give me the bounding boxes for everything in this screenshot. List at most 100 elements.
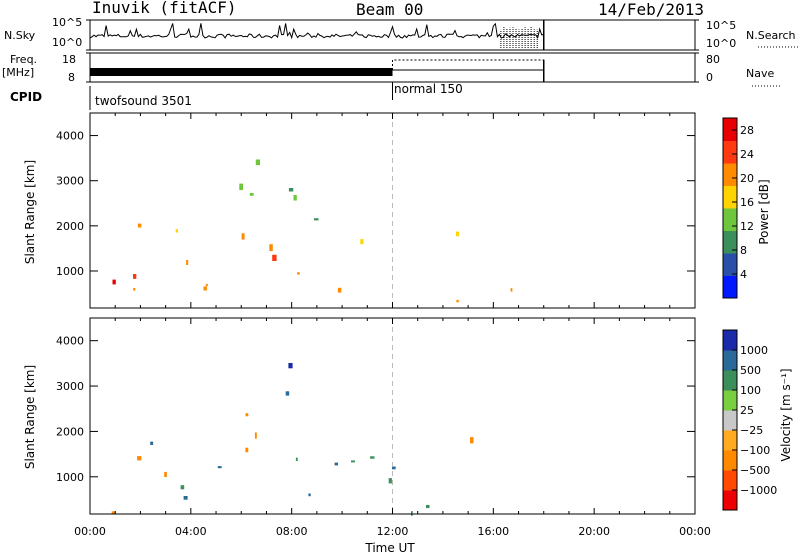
velocity-colorbar-label-1: 500 (740, 364, 761, 377)
velocity-panel-cell-r2 (254, 432, 257, 439)
nsearch-trace (500, 26, 538, 48)
nsky-right-tick-bottom: 10^0 (706, 37, 737, 50)
power-panel-cell-r2 (288, 188, 294, 192)
velocity-panel-cell-r3 (285, 391, 290, 396)
power-colorbar-label-6: 28 (740, 124, 754, 137)
power-colorbar-label-2: 12 (740, 220, 754, 233)
power-colorbar-label-5: 24 (740, 148, 754, 161)
x-tick-label-3: 12:00 (377, 525, 409, 538)
power-panel-cell-r3 (360, 239, 364, 245)
velocity-panel-cell-r2 (245, 447, 249, 453)
velocity-colorbar-label-0: 1000 (740, 344, 768, 357)
nsky-tick-top: 10^5 (52, 16, 83, 29)
velocity-colorbar-swatch-4 (723, 410, 737, 431)
power-panel-cell-r2 (249, 192, 254, 196)
velocity-panel-cell-r0 (164, 471, 167, 477)
velocity-colorbar-label-5: −100 (740, 444, 770, 457)
power-panel-cell-r3 (297, 272, 300, 275)
velocity-colorbar-label-3: 25 (740, 404, 754, 417)
velocity-colorbar-swatch-3 (723, 430, 737, 451)
power-panel-ytick-label-3: 4000 (56, 130, 84, 143)
nave-trace (392, 59, 545, 82)
power-panel-cell-r0 (133, 288, 136, 291)
power-panel-data-layer (112, 159, 513, 303)
power-colorbar-swatch-5 (723, 163, 737, 186)
velocity-panel-cell-r1 (295, 457, 298, 461)
power-colorbar-label-4: 20 (740, 172, 754, 185)
x-tick-label-1: 04:00 (175, 525, 207, 538)
cpid-mode-2: normal 150 (394, 82, 463, 96)
power-panel-cell-r5 (456, 231, 459, 237)
velocity-panel-ytick-label-3: 4000 (56, 335, 84, 348)
velocity-panel-cell-r1 (370, 456, 375, 459)
nave-tick-bottom: 0 (706, 71, 713, 84)
velocity-panel-cell-r4 (426, 504, 430, 509)
velocity-panel-cell-r5 (470, 437, 474, 444)
nsky-right-tick-top: 10^5 (706, 19, 737, 32)
velocity-panel-ytick-label-2: 3000 (56, 380, 84, 393)
power-colorbar-swatch-7 (723, 118, 737, 141)
power-colorbar-label-1: 8 (740, 244, 747, 257)
velocity-panel-cell-r0 (137, 456, 142, 461)
x-axis-title: Time UT (365, 541, 415, 555)
velocity-panel-cell-r1 (183, 496, 188, 500)
velocity-colorbar-swatch-0 (723, 490, 737, 511)
velocity-colorbar-swatch-5 (723, 390, 737, 411)
velocity-colorbar-label-7: −1000 (740, 484, 777, 497)
x-tick-label-2: 08:00 (276, 525, 308, 538)
nsky-label: N.Sky (4, 29, 36, 42)
velocity-colorbar-label-6: −500 (740, 464, 770, 477)
power-panel-cell-r2 (293, 195, 297, 201)
cpid-label: CPID (10, 90, 43, 104)
velocity-panel-ytick-label-0: 1000 (56, 471, 84, 484)
velocity-colorbar-swatch-6 (723, 370, 737, 391)
power-panel-cell-r0 (112, 279, 116, 285)
nsearch-label: N.Search (746, 29, 796, 42)
cpid-mode-1: twofsound 3501 (95, 94, 192, 108)
velocity-colorbar-swatch-1 (723, 470, 737, 491)
nsky-trace (89, 22, 544, 40)
velocity-panel-cell-r3 (288, 363, 293, 369)
power-panel-ytick-label-0: 1000 (56, 265, 84, 278)
power-panel-cell-r1 (205, 283, 208, 287)
velocity-colorbar-frame (722, 329, 738, 511)
velocity-colorbar-swatch-7 (723, 350, 737, 371)
power-panel-cell-r0 (133, 274, 137, 279)
power-panel-cell-r4 (456, 299, 459, 303)
velocity-colorbar-swatch-8 (723, 330, 737, 351)
freq-tick-top: 18 (62, 53, 76, 66)
velocity-colorbar-label-2: 100 (740, 384, 761, 397)
velocity-panel-cell-r4 (411, 511, 413, 516)
freq-band (90, 68, 393, 76)
power-panel-cell-r1 (241, 233, 245, 240)
velocity-colorbar-swatch-2 (723, 450, 737, 471)
velocity-panel-cell-r1 (388, 478, 392, 484)
velocity-panel-cell-r1 (150, 441, 154, 445)
x-tick-label-6: 00:00 (679, 525, 711, 538)
freq-label-line1: Freq. (10, 53, 38, 66)
velocity-panel-cell-r1 (351, 460, 355, 463)
date-title: 14/Feb/2013 (598, 0, 704, 19)
velocity-panel-data-layer (111, 363, 474, 516)
power-panel-cell-r0 (137, 223, 142, 228)
power-panel-cell-r1 (175, 229, 178, 233)
velocity-colorbar-label-4: −25 (740, 424, 763, 437)
velocity-panel-cell-r2 (245, 413, 249, 417)
x-tick-label-5: 20:00 (578, 525, 610, 538)
velocity-panel-cell-r1 (217, 466, 222, 469)
power-colorbar-swatch-4 (723, 185, 737, 209)
power-colorbar-label-3: 16 (740, 196, 754, 209)
power-colorbar-swatch-2 (723, 230, 737, 254)
nsky-strip-frame (89, 19, 696, 51)
nave-label: Nave (746, 67, 775, 80)
power-colorbar-swatch-3 (723, 208, 737, 231)
power-panel-cell-r2 (255, 159, 260, 166)
power-panel-cell-r2 (239, 183, 243, 191)
nsky-tick-bottom: 10^0 (52, 36, 83, 49)
velocity-panel-cell-r0 (111, 511, 116, 514)
power-colorbar-swatch-1 (723, 253, 737, 276)
power-panel-cell-r1 (186, 260, 189, 265)
x-tick-label-0: 00:00 (74, 525, 106, 538)
power-panel-cell-r3 (337, 287, 342, 293)
